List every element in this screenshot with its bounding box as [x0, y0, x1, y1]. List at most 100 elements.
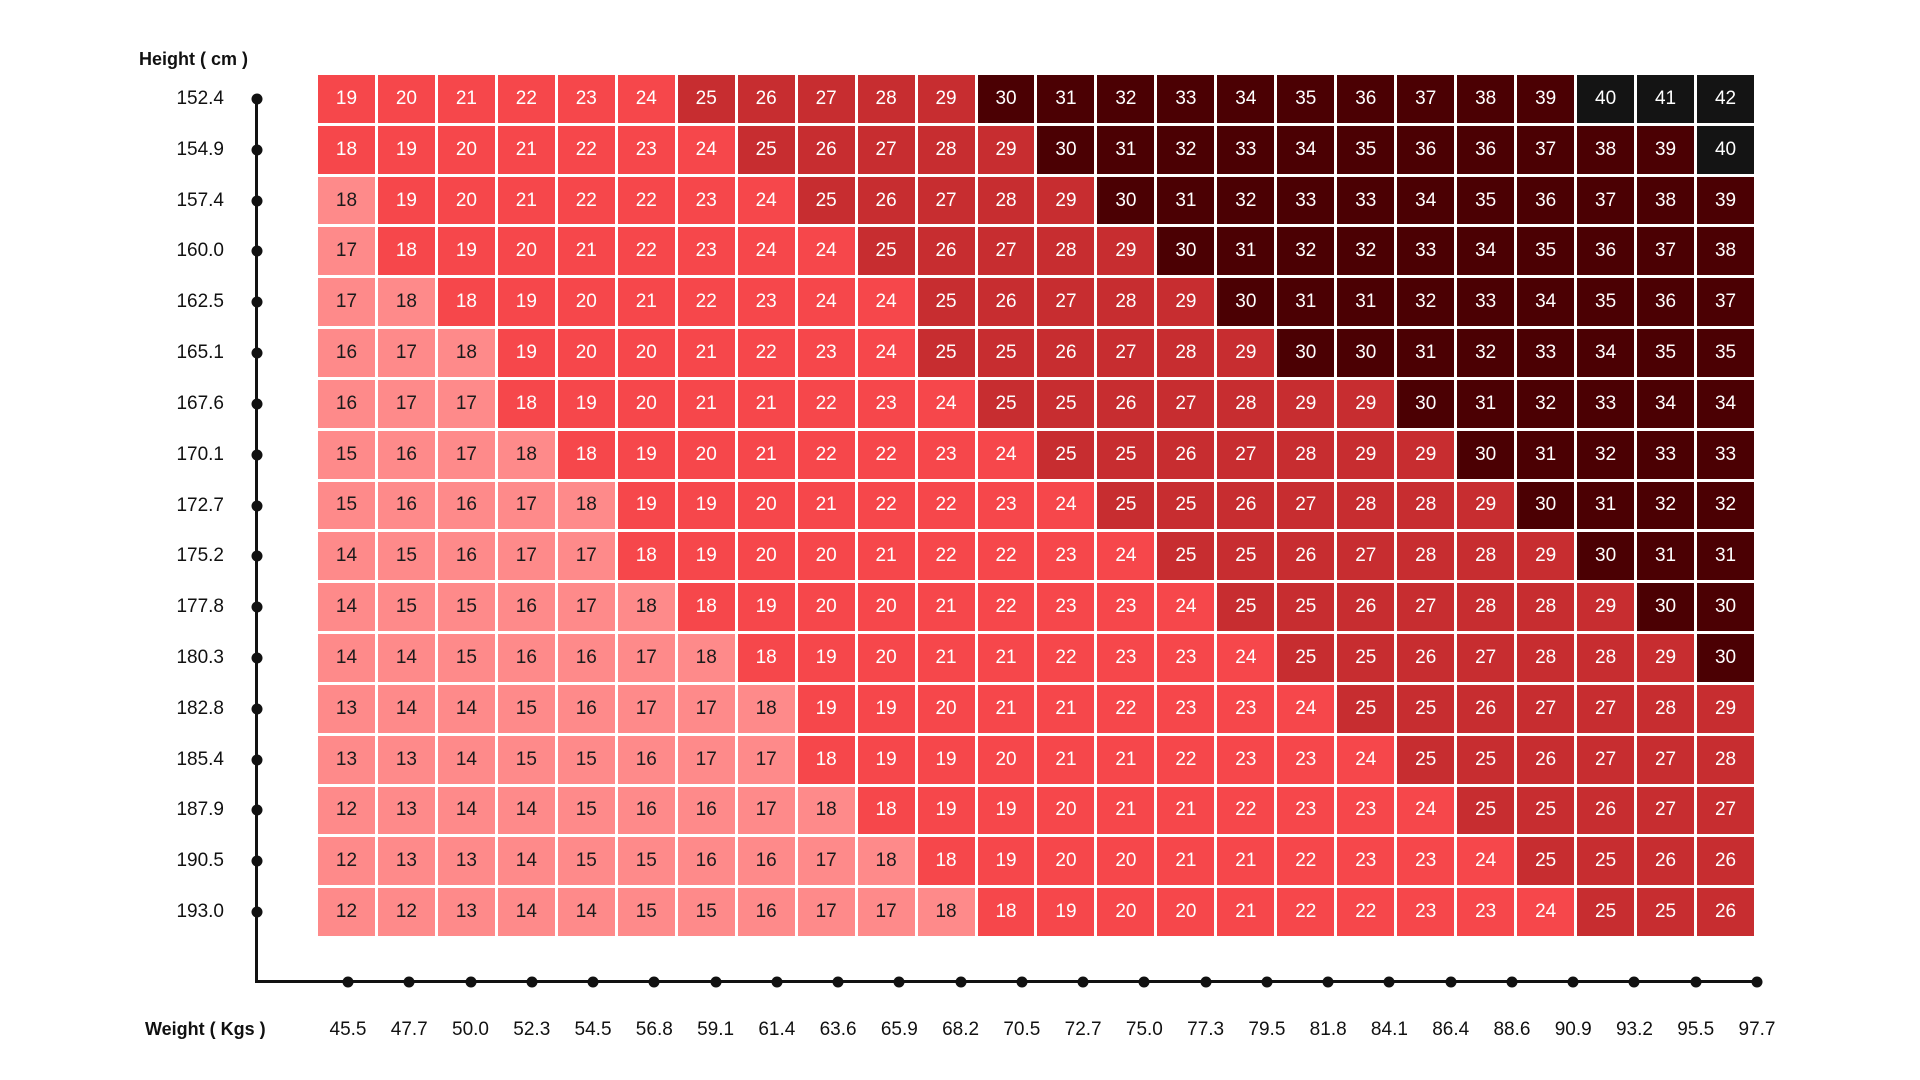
- heatmap-cell: 26: [1577, 786, 1635, 835]
- height-tick-dot-icon: [251, 906, 262, 918]
- heatmap-cell: 38: [1637, 176, 1695, 225]
- heatmap-cell: 18: [617, 532, 675, 581]
- heatmap-cell: 36: [1637, 278, 1695, 327]
- heatmap-cell: 14: [497, 786, 555, 835]
- heatmap-cell: 18: [677, 583, 735, 632]
- heatmap-cell: 30: [1157, 227, 1215, 276]
- heatmap-cell: 23: [1397, 837, 1455, 886]
- weight-tick-dot-icon: [1016, 976, 1028, 987]
- heatmap-cell: 13: [437, 888, 495, 936]
- heatmap-cell: 19: [737, 583, 795, 632]
- weight-tick-label: 88.6: [1493, 1019, 1531, 1040]
- weight-tick-label: 95.5: [1677, 1019, 1715, 1040]
- weight-tick-dot-icon: [1690, 976, 1702, 987]
- height-tick-label: 162.5: [176, 291, 224, 313]
- heatmap-cell: 15: [557, 837, 615, 886]
- heatmap-cell: 14: [377, 684, 435, 733]
- height-tick-dot-icon: [251, 93, 262, 105]
- heatmap-cell: 30: [1277, 329, 1335, 377]
- heatmap-cell: 19: [318, 75, 375, 123]
- heatmap-cell: 23: [1337, 786, 1395, 835]
- heatmap-cell: 26: [737, 75, 795, 123]
- weight-tick-label: 90.9: [1554, 1019, 1592, 1040]
- heatmap-cell: 33: [1217, 125, 1275, 174]
- heatmap-cell: 23: [1277, 786, 1335, 835]
- heatmap-cell: 39: [1697, 176, 1754, 225]
- heatmap-cell: 21: [977, 684, 1035, 733]
- heatmap-cell: 20: [677, 430, 735, 479]
- heatmap-cell: 33: [1457, 278, 1515, 327]
- heatmap-cell: 26: [917, 227, 975, 276]
- heatmap-cell: 31: [1457, 379, 1515, 428]
- heatmap-cell: 19: [797, 634, 855, 682]
- heatmap-cell: 35: [1457, 176, 1515, 225]
- heatmap-cell: 18: [497, 430, 555, 479]
- heatmap-cell: 31: [1217, 227, 1275, 276]
- heatmap-cell: 39: [1637, 125, 1695, 174]
- heatmap-cell: 17: [377, 379, 435, 428]
- heatmap-cell: 22: [917, 481, 975, 530]
- heatmap-cell: 32: [1517, 379, 1575, 428]
- heatmap-cell: 27: [857, 125, 915, 174]
- heatmap-cell: 38: [1577, 125, 1635, 174]
- heatmap-cell: 29: [1037, 176, 1095, 225]
- heatmap-cell: 26: [1697, 888, 1754, 936]
- heatmap-cell: 19: [557, 379, 615, 428]
- height-tick-label: 157.4: [176, 189, 224, 211]
- heatmap-cell: 25: [1397, 684, 1455, 733]
- heatmap-cell: 16: [617, 786, 675, 835]
- heatmap-cell: 13: [377, 786, 435, 835]
- heatmap-cell: 27: [1577, 735, 1635, 784]
- heatmap-cell: 22: [1277, 837, 1335, 886]
- heatmap-cell: 18: [617, 583, 675, 632]
- heatmap-cell: 14: [318, 532, 375, 581]
- heatmap-cell: 21: [617, 278, 675, 327]
- heatmap-cell: 17: [437, 430, 495, 479]
- heatmap-cell: 29: [977, 125, 1035, 174]
- heatmap-cell: 19: [977, 786, 1035, 835]
- heatmap-cell: 30: [1697, 634, 1754, 682]
- heatmap-cell: 16: [318, 329, 375, 377]
- heatmap-cell: 26: [797, 125, 855, 174]
- heatmap-cell: 12: [318, 837, 375, 886]
- heatmap-cell: 18: [377, 227, 435, 276]
- heatmap-cell: 22: [1097, 684, 1155, 733]
- heatmap-cell: 25: [1037, 430, 1095, 479]
- heatmap-cell: 23: [677, 176, 735, 225]
- heatmap-cell: 25: [1577, 888, 1635, 936]
- heatmap-cell: 24: [797, 278, 855, 327]
- heatmap-cell: 35: [1337, 125, 1395, 174]
- heatmap-cell: 33: [1277, 176, 1335, 225]
- heatmap-cell: 21: [557, 227, 615, 276]
- heatmap-cell: 22: [797, 379, 855, 428]
- heatmap-cell: 18: [437, 329, 495, 377]
- heatmap-cell: 24: [917, 379, 975, 428]
- heatmap-cell: 25: [1517, 837, 1575, 886]
- heatmap-cell: 18: [677, 634, 735, 682]
- heatmap-cell: 15: [617, 837, 675, 886]
- weight-tick-label: 59.1: [697, 1019, 735, 1040]
- heatmap-cell: 15: [497, 735, 555, 784]
- heatmap-cell: 16: [437, 481, 495, 530]
- heatmap-cell: 17: [737, 735, 795, 784]
- heatmap-cell: 21: [1217, 888, 1275, 936]
- heatmap-cell: 20: [737, 481, 795, 530]
- heatmap-cell: 20: [437, 176, 495, 225]
- heatmap-cell: 18: [797, 786, 855, 835]
- height-tick-label: 177.8: [176, 596, 224, 618]
- heatmap-cell: 17: [857, 888, 915, 936]
- heatmap-cell: 24: [1217, 634, 1275, 682]
- heatmap-cell: 32: [1277, 227, 1335, 276]
- weight-tick-label: 47.7: [390, 1019, 428, 1040]
- heatmap-cell: 25: [977, 329, 1035, 377]
- weight-tick-dot-icon: [893, 976, 905, 987]
- heatmap-cell: 20: [617, 379, 675, 428]
- heatmap-cell: 16: [737, 888, 795, 936]
- heatmap-cell: 24: [1097, 532, 1155, 581]
- heatmap-cell: 18: [377, 278, 435, 327]
- heatmap-cell: 32: [1397, 278, 1455, 327]
- weight-tick-dot-icon: [1138, 976, 1150, 987]
- heatmap-cell: 26: [1517, 735, 1575, 784]
- heatmap-cell: 23: [1337, 837, 1395, 886]
- weight-tick-label: 79.5: [1248, 1019, 1286, 1040]
